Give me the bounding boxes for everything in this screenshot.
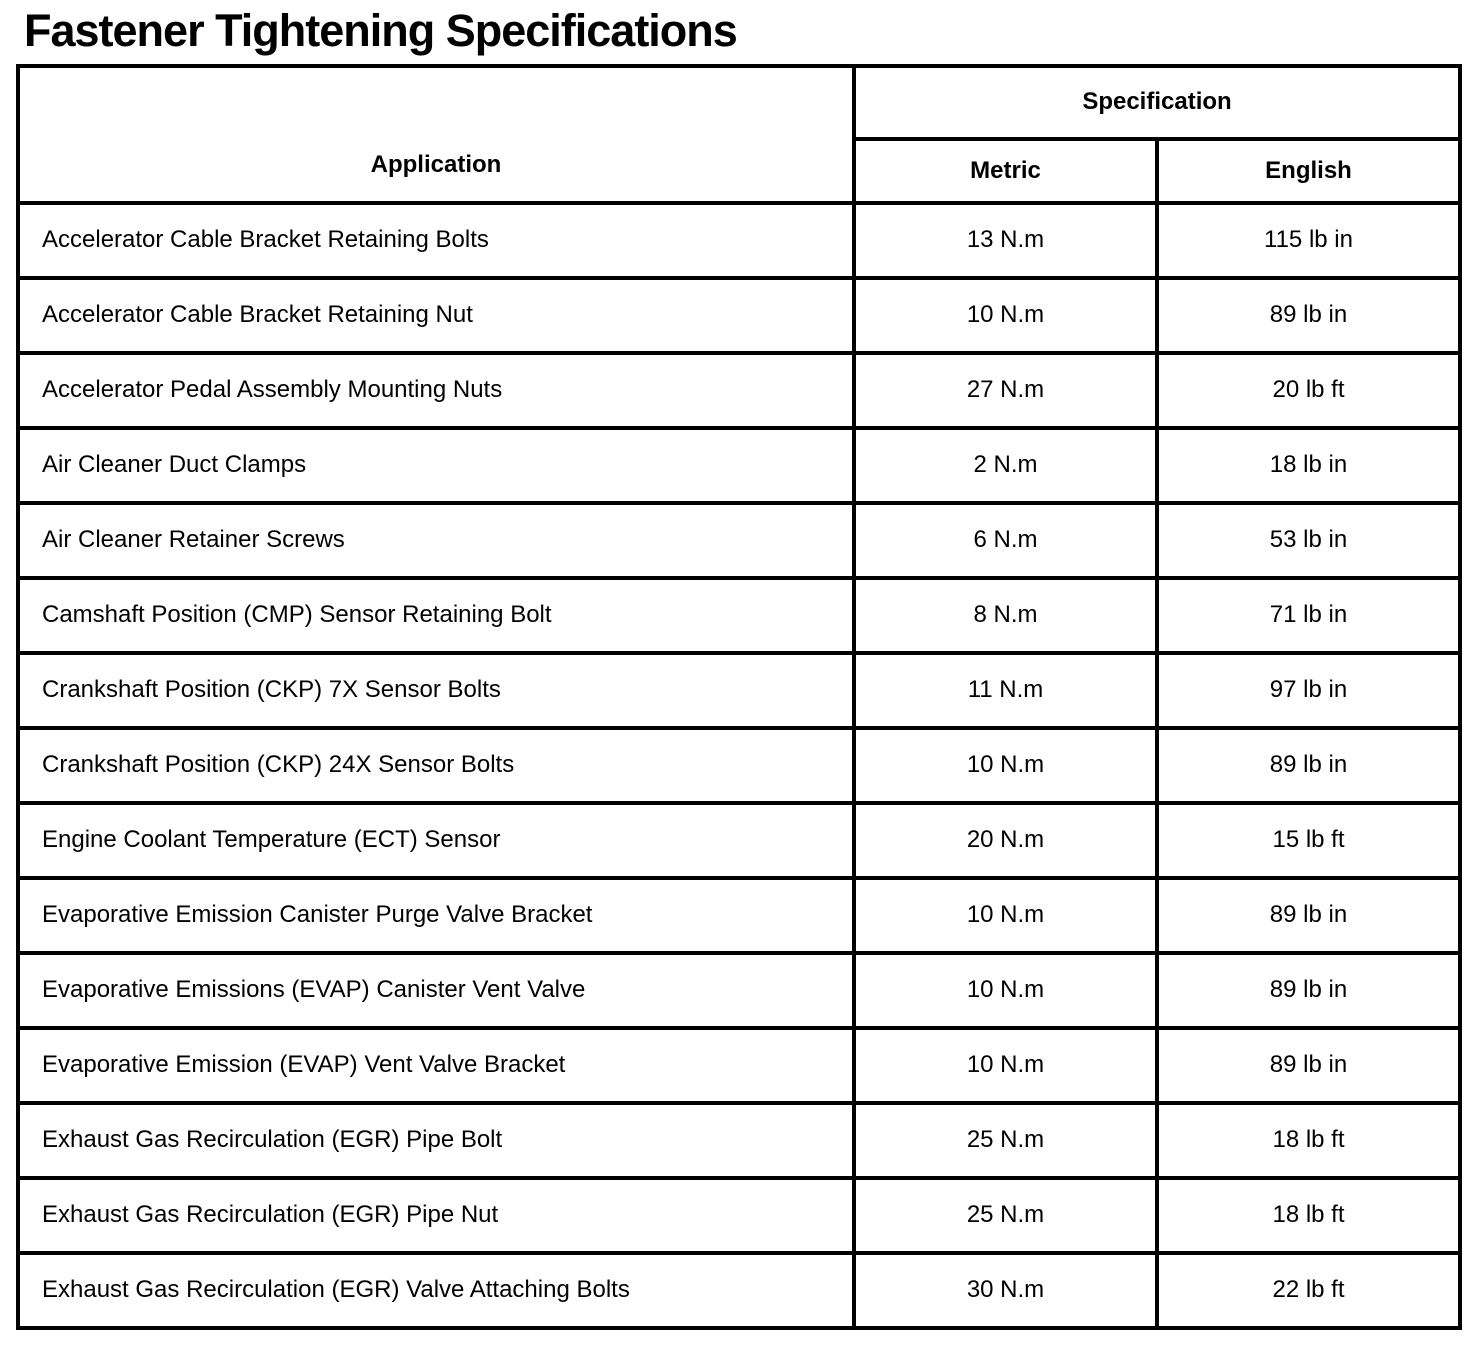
application-cell: Exhaust Gas Recirculation (EGR) Pipe Bol… <box>16 1100 856 1180</box>
table-row: Camshaft Position (CMP) Sensor Retaining… <box>16 575 1462 655</box>
metric-cell: 10 N.m <box>852 1025 1159 1105</box>
metric-cell: 6 N.m <box>852 500 1159 580</box>
metric-cell: 25 N.m <box>852 1100 1159 1180</box>
table-row: Evaporative Emission Canister Purge Valv… <box>16 875 1462 955</box>
table-row: Evaporative Emission (EVAP) Vent Valve B… <box>16 1025 1462 1105</box>
application-cell: Exhaust Gas Recirculation (EGR) Valve At… <box>16 1250 856 1330</box>
metric-cell: 10 N.m <box>852 275 1159 355</box>
english-cell: 89 lb in <box>1155 1025 1462 1105</box>
application-cell: Crankshaft Position (CKP) 7X Sensor Bolt… <box>16 650 856 730</box>
application-cell: Evaporative Emission Canister Purge Valv… <box>16 875 856 955</box>
metric-cell: 10 N.m <box>852 950 1159 1030</box>
table-body: Accelerator Cable Bracket Retaining Bolt… <box>16 200 1462 1330</box>
header-row-specification: Application Specification <box>16 63 1462 205</box>
application-cell: Engine Coolant Temperature (ECT) Sensor <box>16 800 856 880</box>
table-row: Exhaust Gas Recirculation (EGR) Pipe Nut… <box>16 1175 1462 1255</box>
english-cell: 89 lb in <box>1155 875 1462 955</box>
application-cell: Accelerator Cable Bracket Retaining Bolt… <box>16 200 856 280</box>
english-cell: 115 lb in <box>1155 200 1462 280</box>
english-cell: 22 lb ft <box>1155 1250 1462 1330</box>
english-cell: 20 lb ft <box>1155 350 1462 430</box>
application-cell: Accelerator Cable Bracket Retaining Nut <box>16 275 856 355</box>
table-row: Accelerator Pedal Assembly Mounting Nuts… <box>16 350 1462 430</box>
table-row: Evaporative Emissions (EVAP) Canister Ve… <box>16 950 1462 1030</box>
metric-cell: 10 N.m <box>852 725 1159 805</box>
application-cell: Accelerator Pedal Assembly Mounting Nuts <box>16 350 856 430</box>
table-row: Accelerator Cable Bracket Retaining Nut … <box>16 275 1462 355</box>
application-cell: Evaporative Emission (EVAP) Vent Valve B… <box>16 1025 856 1105</box>
english-column-header: English <box>1155 136 1462 205</box>
table-header: Application Specification Metric English <box>16 63 1462 205</box>
english-cell: 15 lb ft <box>1155 800 1462 880</box>
metric-cell: 2 N.m <box>852 425 1159 505</box>
metric-column-header: Metric <box>852 136 1159 205</box>
metric-cell: 10 N.m <box>852 875 1159 955</box>
english-cell: 89 lb in <box>1155 275 1462 355</box>
application-cell: Evaporative Emissions (EVAP) Canister Ve… <box>16 950 856 1030</box>
english-cell: 18 lb ft <box>1155 1175 1462 1255</box>
application-cell: Exhaust Gas Recirculation (EGR) Pipe Nut <box>16 1175 856 1255</box>
table-row: Crankshaft Position (CKP) 24X Sensor Bol… <box>16 725 1462 805</box>
metric-cell: 30 N.m <box>852 1250 1159 1330</box>
application-cell: Camshaft Position (CMP) Sensor Retaining… <box>16 575 856 655</box>
english-cell: 18 lb ft <box>1155 1100 1462 1180</box>
table-row: Accelerator Cable Bracket Retaining Bolt… <box>16 200 1462 280</box>
application-column-header: Application <box>16 63 856 205</box>
page-title: Fastener Tightening Specifications <box>24 5 738 56</box>
metric-cell: 20 N.m <box>852 800 1159 880</box>
specification-column-header: Specification <box>852 63 1462 141</box>
metric-cell: 13 N.m <box>852 200 1159 280</box>
metric-cell: 11 N.m <box>852 650 1159 730</box>
metric-cell: 27 N.m <box>852 350 1159 430</box>
english-cell: 18 lb in <box>1155 425 1462 505</box>
english-cell: 89 lb in <box>1155 725 1462 805</box>
table-row: Air Cleaner Duct Clamps 2 N.m 18 lb in <box>16 425 1462 505</box>
application-cell: Air Cleaner Duct Clamps <box>16 425 856 505</box>
metric-cell: 8 N.m <box>852 575 1159 655</box>
table-row: Exhaust Gas Recirculation (EGR) Valve At… <box>16 1250 1462 1330</box>
fastener-spec-table: Application Specification Metric English… <box>16 63 1462 1330</box>
metric-cell: 25 N.m <box>852 1175 1159 1255</box>
table-row: Exhaust Gas Recirculation (EGR) Pipe Bol… <box>16 1100 1462 1180</box>
table-row: Air Cleaner Retainer Screws 6 N.m 53 lb … <box>16 500 1462 580</box>
table-row: Crankshaft Position (CKP) 7X Sensor Bolt… <box>16 650 1462 730</box>
application-cell: Air Cleaner Retainer Screws <box>16 500 856 580</box>
application-cell: Crankshaft Position (CKP) 24X Sensor Bol… <box>16 725 856 805</box>
table-row: Engine Coolant Temperature (ECT) Sensor … <box>16 800 1462 880</box>
header-row-units: Metric English <box>18 136 1462 205</box>
english-cell: 97 lb in <box>1155 650 1462 730</box>
english-cell: 89 lb in <box>1155 950 1462 1030</box>
english-cell: 71 lb in <box>1155 575 1462 655</box>
english-cell: 53 lb in <box>1155 500 1462 580</box>
